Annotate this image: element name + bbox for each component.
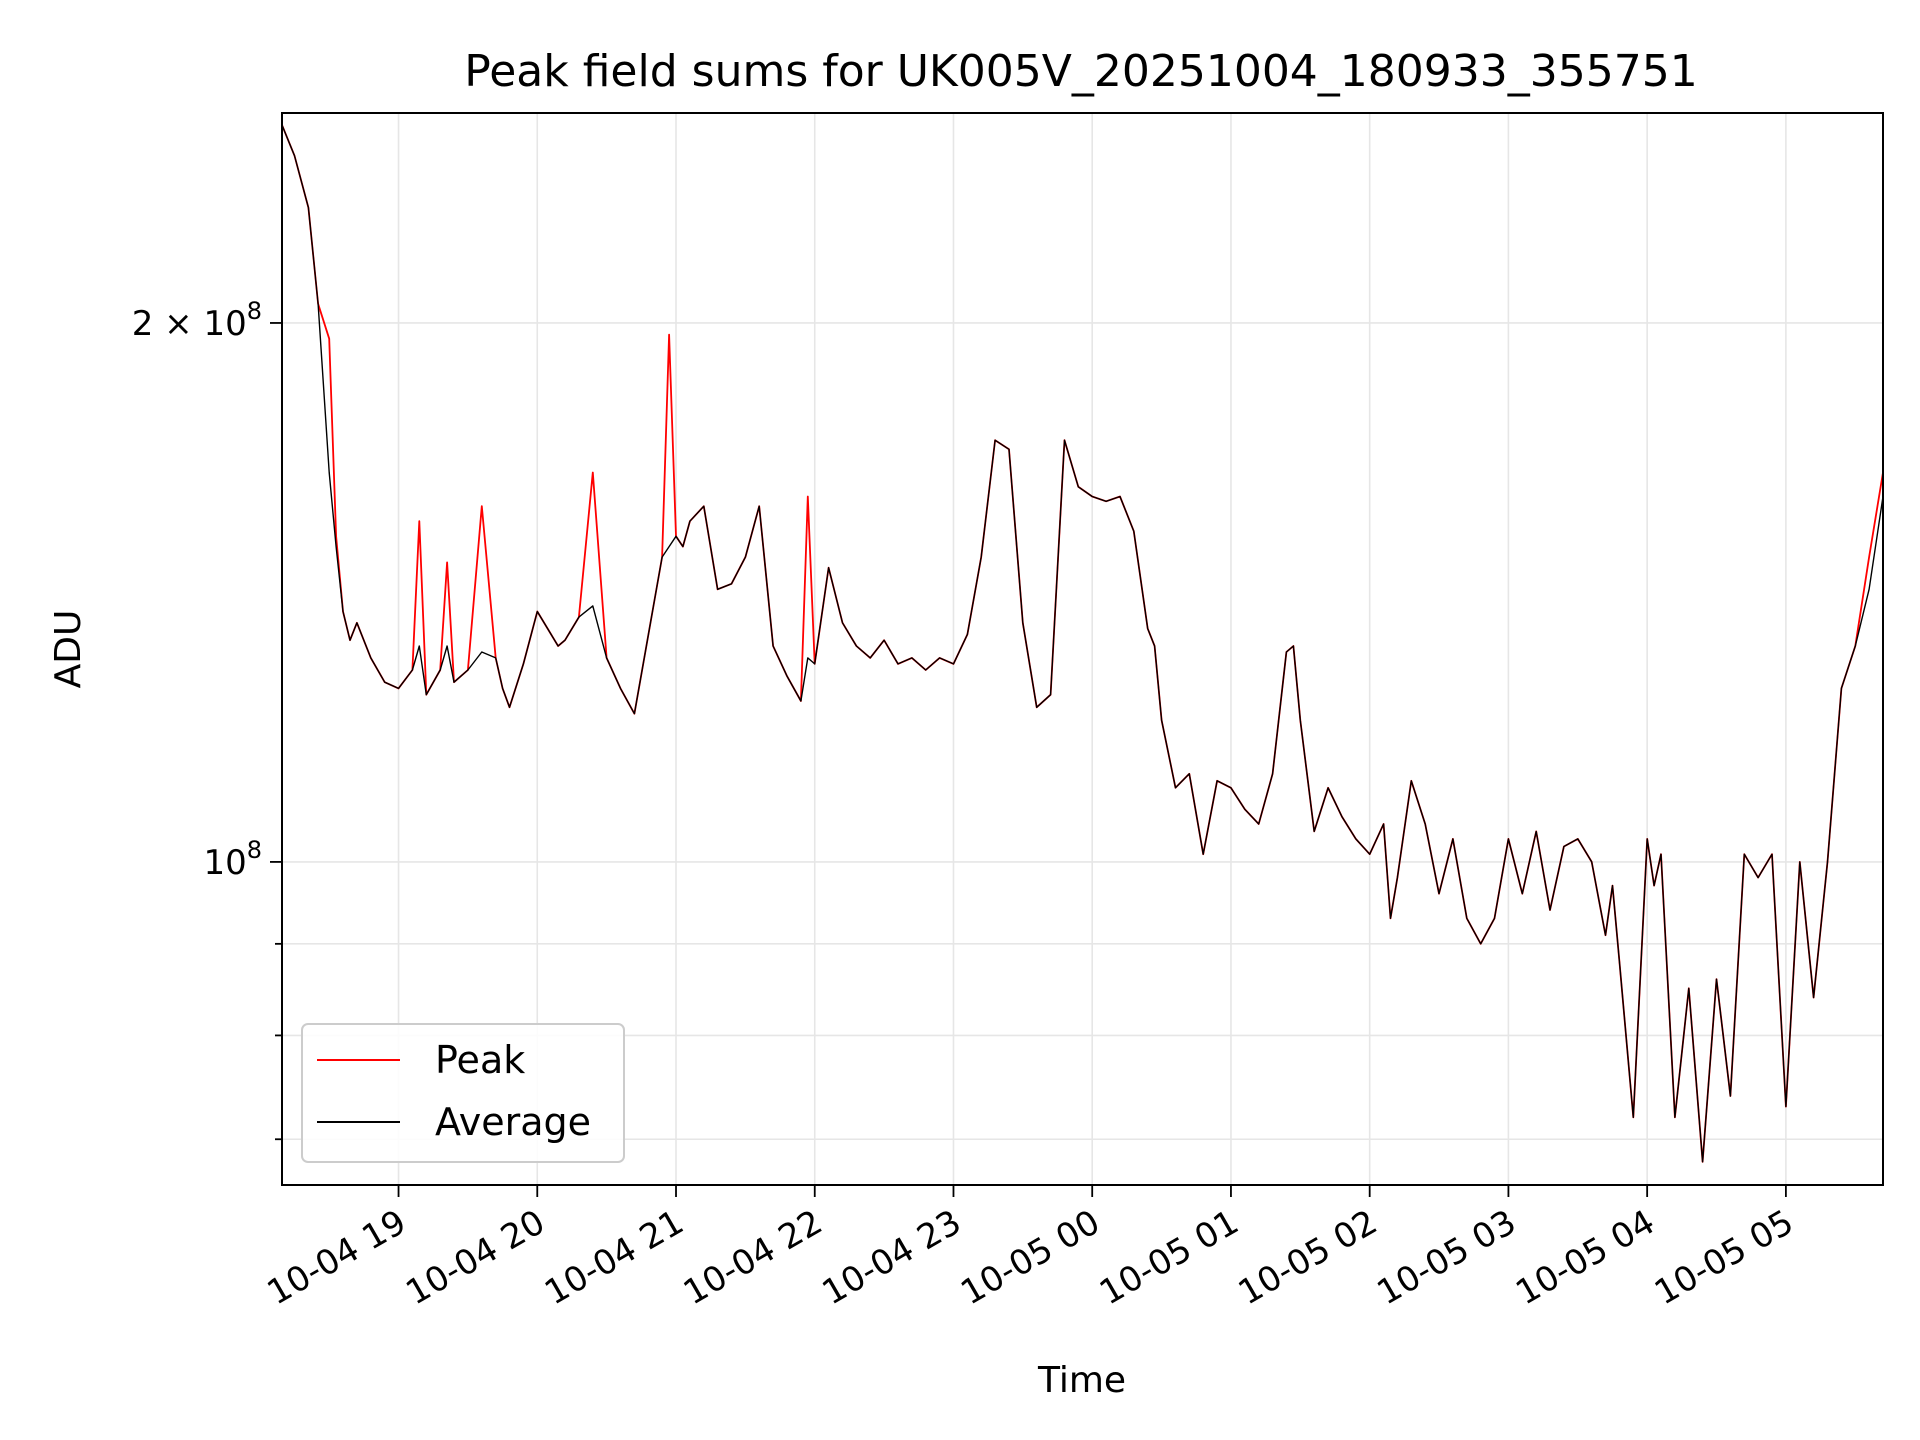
legend-label-average: Average <box>435 1100 591 1144</box>
y-axis-label: ADU <box>48 610 89 689</box>
x-axis-label: Time <box>1037 1360 1126 1401</box>
x-tick-label: 10-04 22 <box>677 1202 829 1313</box>
x-tick-label: 10-05 01 <box>1093 1202 1245 1313</box>
x-tick-label: 10-05 03 <box>1371 1202 1523 1313</box>
legend-label-peak: Peak <box>435 1038 525 1082</box>
x-tick-label: 10-04 19 <box>261 1202 413 1313</box>
x-tick-label: 10-05 02 <box>1232 1202 1384 1313</box>
x-tick-label: 10-05 04 <box>1509 1202 1661 1313</box>
y-tick-label: 2 × 108 <box>132 297 262 344</box>
series-line-average <box>281 124 1884 1163</box>
legend: Peak Average <box>301 1023 625 1163</box>
chart-title: Peak field sums for UK005V_20251004_1809… <box>464 46 1697 97</box>
x-tick-label: 10-05 00 <box>954 1202 1106 1313</box>
x-tick-label: 10-04 21 <box>538 1202 690 1313</box>
x-tick-label: 10-04 23 <box>816 1202 968 1313</box>
x-tick-label: 10-05 05 <box>1648 1202 1800 1313</box>
series-layer <box>281 124 1884 1163</box>
plot-frame <box>281 112 1884 1186</box>
x-tick-label: 10-04 20 <box>399 1202 551 1313</box>
y-tick-label: 108 <box>203 836 262 883</box>
legend-box <box>301 1023 625 1163</box>
series-line-peak <box>281 124 1884 1163</box>
